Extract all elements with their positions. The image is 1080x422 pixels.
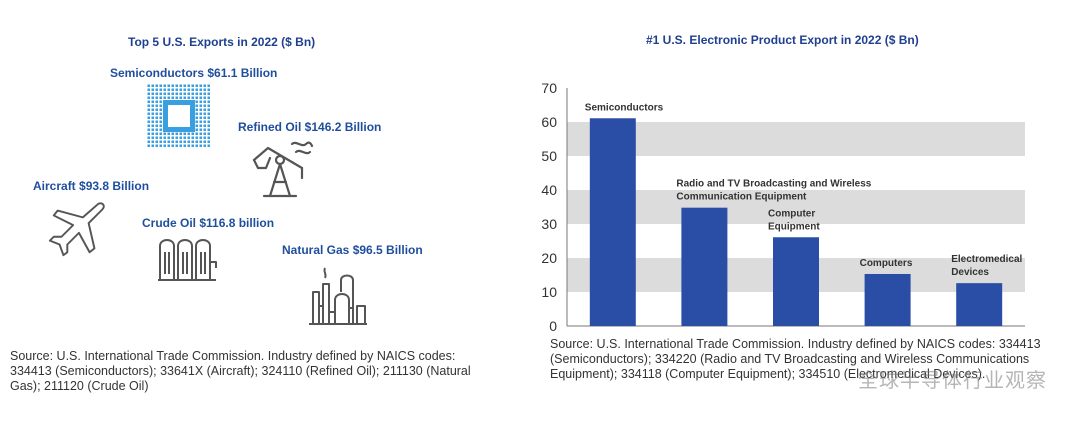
left-chart-title: Top 5 U.S. Exports in 2022 ($ Bn) [128,35,316,49]
watermark: 全球半导体行业观察 [858,370,1047,392]
bar [681,207,728,326]
y-tick-label: 40 [541,182,557,198]
bar-category-label: Semiconductors [585,102,664,113]
y-tick-label: 70 [541,80,557,96]
airplane-icon [48,202,105,257]
y-tick-label: 10 [541,284,557,300]
left-source-note: Source: U.S. International Trade Commiss… [10,349,471,393]
export-label-crude-oil: Crude Oil $116.8 billion [142,216,275,230]
bar [864,273,911,326]
export-label-aircraft: Aircraft $93.8 Billion [33,179,150,193]
export-label-natural-gas: Natural Gas $96.5 Billion [282,243,423,257]
y-tick-label: 50 [541,148,557,164]
bar-category-label: Communication Equipment [676,192,807,203]
bar-category-label: Equipment [768,221,820,232]
oil-pump-icon [252,141,314,198]
refinery-icon [309,267,367,325]
export-label-semiconductors: Semiconductors $61.1 Billion [110,66,278,80]
bar-category-label: Devices [951,267,989,278]
export-label-refined-oil: Refined Oil $146.2 Billion [238,120,382,134]
right-source-note: Source: U.S. International Trade Commiss… [550,337,1041,381]
y-tick-label: 20 [541,250,557,266]
oil-tanks-icon [158,239,217,281]
bar [773,237,819,326]
semiconductor-chip-icon [147,84,211,148]
y-tick-label: 0 [549,318,557,334]
bar-category-label: Electromedical [951,254,1022,265]
right-chart-title: #1 U.S. Electronic Product Export in 202… [646,33,919,47]
bar-category-label: Radio and TV Broadcasting and Wireless [676,179,871,190]
grid-band [567,122,1025,156]
y-tick-label: 30 [541,216,557,232]
bar-category-label: Computers [860,258,913,269]
bar-chart: 0 10 20 30 40 50 60 70 Semiconductors Radio and T… [541,80,1025,334]
bar [956,283,1003,326]
y-tick-label: 60 [541,114,557,130]
bar [589,118,636,326]
bar-category-label: Computer [768,208,815,219]
grid-band [567,190,1025,224]
